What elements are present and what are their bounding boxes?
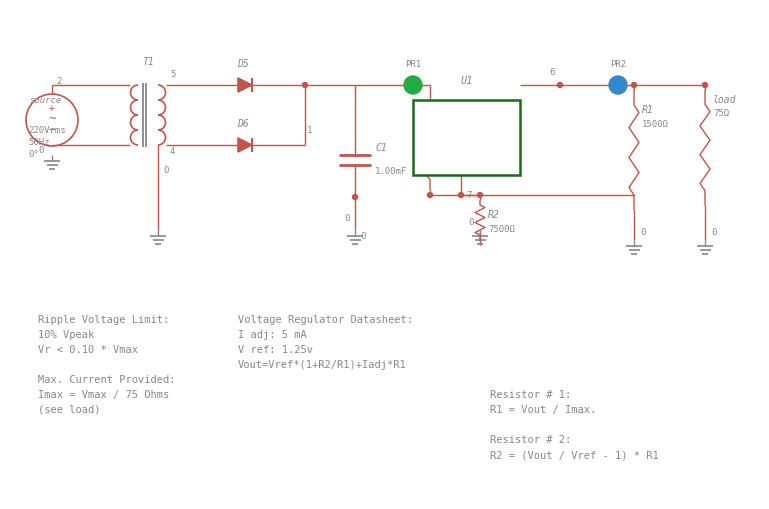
Text: 6: 6 [549, 68, 554, 77]
Text: ADJ: ADJ [457, 153, 476, 163]
Text: PR2: PR2 [610, 60, 626, 69]
Text: I adj: 5 mA: I adj: 5 mA [238, 330, 307, 340]
Text: 7500Ω: 7500Ω [488, 225, 515, 234]
Text: 0: 0 [711, 228, 717, 237]
Text: PR1: PR1 [405, 60, 421, 69]
Text: D6: D6 [237, 119, 249, 129]
Text: R3: R3 [438, 135, 450, 145]
Text: 0: 0 [360, 232, 365, 241]
Text: Ripple Voltage Limit:: Ripple Voltage Limit: [38, 315, 169, 325]
Text: 10% Vpeak: 10% Vpeak [38, 330, 95, 340]
Text: 75Ω: 75Ω [713, 109, 729, 118]
Text: V: V [615, 80, 621, 90]
Text: R2: R2 [488, 210, 500, 220]
Text: Vin: Vin [427, 133, 446, 143]
Text: 0: 0 [163, 165, 168, 175]
Text: 220Vrms: 220Vrms [28, 126, 65, 134]
Polygon shape [238, 138, 252, 152]
FancyBboxPatch shape [413, 100, 520, 175]
Text: 1: 1 [307, 126, 312, 134]
Text: 50Hz: 50Hz [28, 137, 49, 147]
Text: (see load): (see load) [38, 405, 101, 415]
Circle shape [558, 82, 562, 88]
Text: 0: 0 [640, 228, 645, 237]
Text: 7: 7 [466, 190, 471, 200]
Text: 4: 4 [170, 147, 175, 156]
Circle shape [352, 194, 358, 200]
Text: +: + [49, 103, 55, 113]
Text: 0°: 0° [28, 150, 38, 158]
Text: Resistor # 1:: Resistor # 1: [490, 390, 571, 400]
Circle shape [631, 82, 637, 88]
Text: 0: 0 [38, 146, 44, 155]
Text: load: load [713, 95, 737, 105]
Text: LM317H: LM317H [446, 113, 487, 123]
Text: R1: R1 [642, 105, 654, 115]
Circle shape [302, 82, 308, 88]
Text: source: source [30, 96, 62, 104]
Text: 2: 2 [56, 77, 62, 86]
Text: 1.00mF: 1.00mF [375, 167, 408, 176]
Text: 5: 5 [170, 70, 175, 79]
Circle shape [428, 192, 432, 197]
Text: C1: C1 [375, 143, 387, 153]
Text: U1: U1 [461, 76, 473, 86]
Circle shape [404, 76, 422, 94]
Text: R1 = Vout / Imax.: R1 = Vout / Imax. [490, 405, 596, 415]
Text: 1500Ω: 1500Ω [642, 120, 669, 129]
Text: R2 = (Vout / Vref - 1) * R1: R2 = (Vout / Vref - 1) * R1 [490, 450, 659, 460]
Text: D5: D5 [237, 59, 249, 69]
Text: Vout: Vout [481, 133, 506, 143]
Text: Resistor # 2:: Resistor # 2: [490, 435, 571, 445]
Text: T1: T1 [142, 57, 154, 67]
Text: Vout=Vref*(1+R2/R1)+Iadj*R1: Vout=Vref*(1+R2/R1)+Iadj*R1 [238, 360, 407, 370]
Text: Voltage Regulator Datasheet:: Voltage Regulator Datasheet: [238, 315, 413, 325]
Text: 0: 0 [468, 217, 474, 227]
Text: 2200Ω: 2200Ω [438, 151, 465, 159]
Text: Max. Current Provided:: Max. Current Provided: [38, 375, 175, 385]
Text: −: − [48, 125, 55, 135]
Text: V: V [411, 80, 416, 90]
Circle shape [609, 76, 627, 94]
Polygon shape [238, 78, 252, 92]
Text: 0: 0 [345, 213, 350, 222]
Text: V ref: 1.25v: V ref: 1.25v [238, 345, 313, 355]
Circle shape [703, 82, 707, 88]
Circle shape [458, 192, 464, 197]
Text: ~: ~ [48, 112, 55, 126]
Text: Imax = Vmax / 75 Ohms: Imax = Vmax / 75 Ohms [38, 390, 169, 400]
Text: Vr < 0.10 * Vmax: Vr < 0.10 * Vmax [38, 345, 138, 355]
Circle shape [478, 192, 482, 197]
